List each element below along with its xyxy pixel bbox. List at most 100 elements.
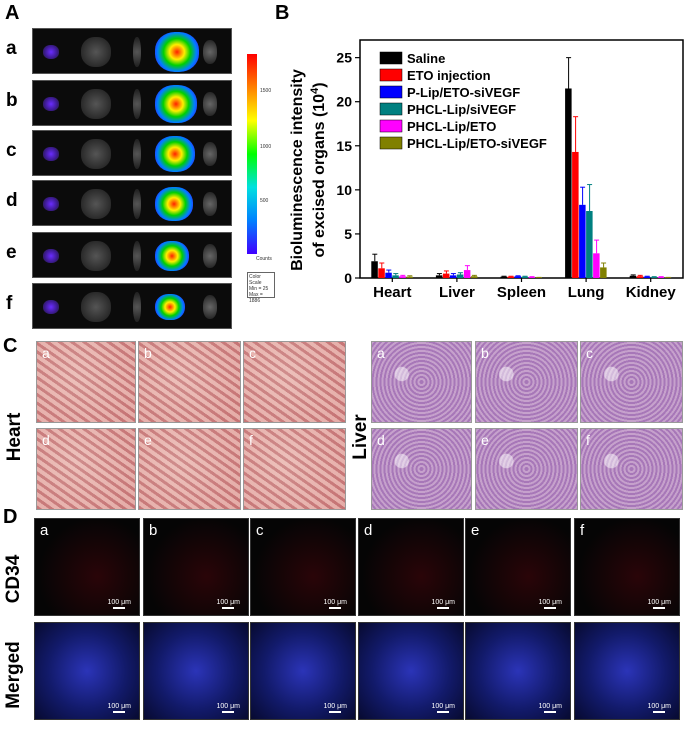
bar [572, 151, 579, 278]
liver-histology-tile: d [371, 428, 472, 510]
y-tick-label: 0 [344, 270, 352, 286]
ivis-row-label: c [6, 140, 17, 161]
bar [406, 276, 413, 278]
organ-signal [81, 139, 111, 169]
organ-signal [155, 31, 199, 73]
heart-histology-tile: a [36, 341, 136, 423]
liver-histology-tile: f [580, 428, 683, 510]
ivis-strip [32, 28, 232, 74]
colorbar-units: Counts [256, 256, 272, 262]
organ-signal [155, 186, 193, 222]
scale-bar: 100 μm [217, 703, 241, 713]
organ-signal [81, 292, 111, 322]
organ-signal [155, 135, 195, 173]
merged-fluorescence-tile: 100 μm [143, 622, 249, 720]
ivis-row-label: a [6, 38, 17, 59]
organ-signal [133, 37, 141, 67]
y-axis-label: Bioluminescence intensity [289, 69, 306, 271]
heart-label: Heart [4, 412, 25, 462]
bar [629, 275, 637, 278]
cd34-fluorescence-tile: f 100 μm [574, 518, 680, 616]
scale-bar: 100 μm [217, 599, 241, 609]
ivis-row-label: d [6, 190, 18, 211]
plot-frame [359, 39, 684, 279]
legend-label: PHCL-Lip/ETO-siVEGF [407, 136, 547, 151]
legend-label: P-Lip/ETO-siVEGF [407, 85, 520, 100]
y-tick-label: 15 [336, 138, 352, 154]
merged-label: Merged [3, 641, 24, 709]
heart-histology-tile: d [36, 428, 136, 510]
bar [643, 276, 651, 278]
bar [657, 277, 665, 278]
organ-signal [43, 249, 59, 263]
panel-label-d: D [3, 506, 18, 528]
bar [500, 276, 507, 278]
legend-label: PHCL-Lip/siVEGF [407, 102, 516, 117]
panel-label-c: C [3, 335, 18, 357]
organ-signal [133, 292, 141, 322]
legend-swatch [379, 68, 403, 82]
ivis-row-label: f [6, 293, 13, 314]
bar [463, 270, 471, 278]
bar [579, 204, 586, 278]
colorbar-tick: 500 [260, 198, 269, 204]
organ-signal [203, 192, 217, 216]
organ-signal [133, 89, 141, 119]
tile-label: f [586, 432, 590, 448]
bar [600, 267, 607, 278]
merged-fluorescence-tile: 100 μm [358, 622, 464, 720]
ivis-row-label: b [6, 90, 18, 111]
bar [435, 275, 443, 278]
organ-signal [155, 240, 189, 272]
heart-histology-tile: b [138, 341, 241, 423]
bar [586, 211, 593, 278]
organ-signal [133, 139, 141, 169]
ivis-strip [32, 80, 232, 126]
cd34-label: CD34 [3, 554, 24, 604]
tile-label: c [249, 345, 256, 361]
color-scale-min: Min = 25 [249, 286, 269, 292]
tile-label: c [586, 345, 593, 361]
scale-bar: 100 μm [108, 599, 132, 609]
heart-histology-tile: f [243, 428, 346, 510]
liver-label: Liver [350, 414, 371, 460]
organ-signal [155, 84, 197, 124]
merged-fluorescence-tile: 100 μm [250, 622, 356, 720]
legend-swatch [379, 136, 403, 150]
scale-bar: 100 μm [432, 599, 456, 609]
tile-label: a [377, 345, 385, 361]
tile-label: b [481, 345, 489, 361]
cd34-fluorescence-tile: d 100 μm [358, 518, 464, 616]
scale-bar: 100 μm [539, 599, 563, 609]
panel-label-b: B [275, 2, 290, 24]
y-axis-label-text: of excised organs (10 [311, 94, 328, 258]
color-scale-box: Color Scale Min = 25 Max = 1886 [247, 272, 275, 304]
bar [371, 261, 378, 278]
tile-label: d [364, 522, 373, 539]
bar [636, 276, 644, 278]
bar [456, 274, 464, 278]
tile-label: d [42, 432, 50, 448]
tile-label: e [481, 432, 489, 448]
y-tick-label: 25 [336, 50, 352, 66]
cd34-fluorescence-tile: b 100 μm [143, 518, 249, 616]
color-scale-max: Max = 1886 [249, 292, 263, 304]
bar [514, 276, 521, 278]
liver-histology-tile: a [371, 341, 472, 423]
organ-signal [155, 293, 185, 321]
bar [521, 276, 528, 278]
organ-signal [81, 37, 111, 67]
bar [399, 276, 406, 278]
bar [392, 275, 399, 278]
y-tick-label: 10 [336, 182, 352, 198]
y-tick-label: 5 [344, 226, 352, 242]
tile-label: d [377, 432, 385, 448]
organ-signal [203, 92, 217, 116]
x-tick-label: Lung [568, 284, 605, 301]
organ-signal [43, 300, 59, 314]
scale-bar: 100 μm [324, 599, 348, 609]
bar [593, 253, 600, 278]
merged-fluorescence-tile: 100 μm [465, 622, 571, 720]
bar [565, 88, 572, 279]
organ-signal [43, 197, 59, 211]
